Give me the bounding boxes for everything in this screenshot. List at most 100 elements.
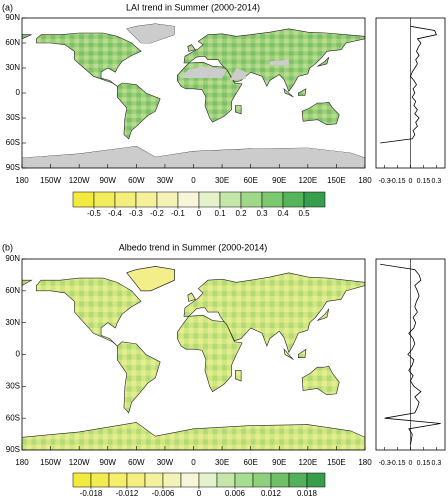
colorbar-box: [282, 191, 305, 208]
colorbar-box: [135, 191, 158, 208]
y-tick-label: 90N: [5, 254, 20, 263]
colorbar-box: [216, 472, 236, 488]
x-tick-label: 90W: [100, 458, 117, 467]
colorbar-box: [114, 191, 137, 208]
x-tick-label: 30E: [215, 176, 229, 185]
y-tick-label: 30S: [6, 381, 20, 390]
y-tick-label: 30N: [5, 318, 20, 327]
colorbar-box: [108, 472, 128, 488]
no-data-area: [22, 23, 365, 168]
panel-title: LAI trend in Summer (2000-2014): [126, 2, 260, 12]
colorbar-box: [303, 191, 326, 208]
colorbar-box: [126, 472, 146, 488]
x-tick-label: 30W: [157, 176, 174, 185]
y-tick-label: 30N: [5, 63, 20, 72]
colorbar-label: 0.4: [277, 209, 289, 218]
colorbar-box: [219, 191, 242, 208]
x-tick-label: 150E: [327, 176, 346, 185]
x-tick-label: -0.15: [390, 460, 406, 467]
colorbar-box: [240, 191, 263, 208]
colorbar-label: 0: [197, 209, 202, 218]
colorbar-label: 0.3: [256, 209, 268, 218]
y-tick-label: 0: [16, 350, 21, 359]
x-tick-label: -0.15: [390, 178, 406, 185]
y-tick-label: 90N: [5, 13, 20, 22]
x-tick-label: 180: [15, 176, 29, 185]
x-tick-label: 90E: [272, 176, 286, 185]
x-tick-label: 0: [191, 458, 196, 467]
profile-line: [380, 25, 437, 144]
y-tick-label: 60S: [6, 413, 20, 422]
colorbar-label: 0.2: [235, 209, 247, 218]
colorbar-box: [198, 191, 221, 208]
y-tick-label: 90S: [6, 445, 20, 454]
y-tick-label: 0: [16, 88, 21, 97]
x-tick-label: 90W: [100, 176, 117, 185]
colorbar-label: -0.1: [171, 209, 185, 218]
colorbar-box: [288, 472, 308, 488]
x-tick-label: 90E: [272, 458, 286, 467]
colorbar-box: [306, 472, 326, 488]
panel-label: (b): [2, 242, 13, 252]
y-tick-label: 60N: [5, 38, 20, 47]
y-tick-label: 90S: [6, 163, 20, 172]
colorbar-label: 0: [197, 489, 202, 498]
x-tick-label: 0.15: [417, 460, 431, 467]
x-tick-label: 150W: [40, 458, 61, 467]
colorbar-box: [234, 472, 254, 488]
colorbar-box: [93, 191, 116, 208]
colorbar-label: 0.018: [297, 489, 318, 498]
colorbar-label: -0.012: [116, 489, 139, 498]
colorbar-label: 0.012: [261, 489, 282, 498]
x-tick-label: 180: [15, 458, 29, 467]
x-tick-label: 0: [191, 176, 196, 185]
x-tick-label: 180: [358, 458, 372, 467]
x-tick-label: 60W: [128, 176, 145, 185]
panel-label: (a): [2, 2, 13, 12]
x-tick-label: 0.3: [432, 460, 442, 467]
x-tick-label: 120W: [69, 458, 90, 467]
colorbar-label: 0.5: [298, 209, 310, 218]
colorbar-box: [144, 472, 164, 488]
colorbar-box: [72, 191, 95, 208]
colorbar-label: -0.018: [80, 489, 103, 498]
colorbar-label: -0.2: [150, 209, 164, 218]
colorbar-box: [177, 191, 200, 208]
colorbar-label: -0.4: [108, 209, 122, 218]
x-tick-label: 0.3: [432, 178, 442, 185]
colorbar-box: [252, 472, 272, 488]
colorbar-box: [90, 472, 110, 488]
colorbar-label: 0.006: [225, 489, 246, 498]
x-tick-label: -0.3: [379, 460, 391, 467]
colorbar-box: [162, 472, 182, 488]
greenland: [126, 266, 175, 292]
colorbar-box: [261, 191, 284, 208]
map: [22, 18, 365, 168]
y-tick-label: 60N: [5, 286, 20, 295]
y-tick-label: 60S: [6, 138, 20, 147]
colorbar-label: 0.1: [214, 209, 226, 218]
x-tick-label: 30W: [157, 458, 174, 467]
x-tick-label: 60W: [128, 458, 145, 467]
x-tick-label: 60E: [244, 458, 258, 467]
map: [22, 259, 365, 450]
x-tick-label: 0: [409, 178, 413, 185]
x-tick-label: -0.3: [379, 178, 391, 185]
colorbar-box: [72, 472, 92, 488]
profile-line: [380, 263, 441, 445]
panel-title: Albedo trend in Summer (2000-2014): [119, 242, 268, 252]
x-tick-label: 150W: [40, 176, 61, 185]
x-tick-label: 120E: [298, 458, 317, 467]
colorbar-label: -0.5: [87, 209, 101, 218]
colorbar-box: [156, 191, 179, 208]
colorbar-box: [180, 472, 200, 488]
x-tick-label: 0.15: [417, 178, 431, 185]
x-tick-label: 60E: [244, 176, 258, 185]
y-tick-label: 30S: [6, 113, 20, 122]
colorbar-label: -0.3: [129, 209, 143, 218]
x-tick-label: 0: [409, 460, 413, 467]
colorbar-label: -0.006: [152, 489, 175, 498]
x-tick-label: 120W: [69, 176, 90, 185]
x-tick-label: 150E: [327, 458, 346, 467]
